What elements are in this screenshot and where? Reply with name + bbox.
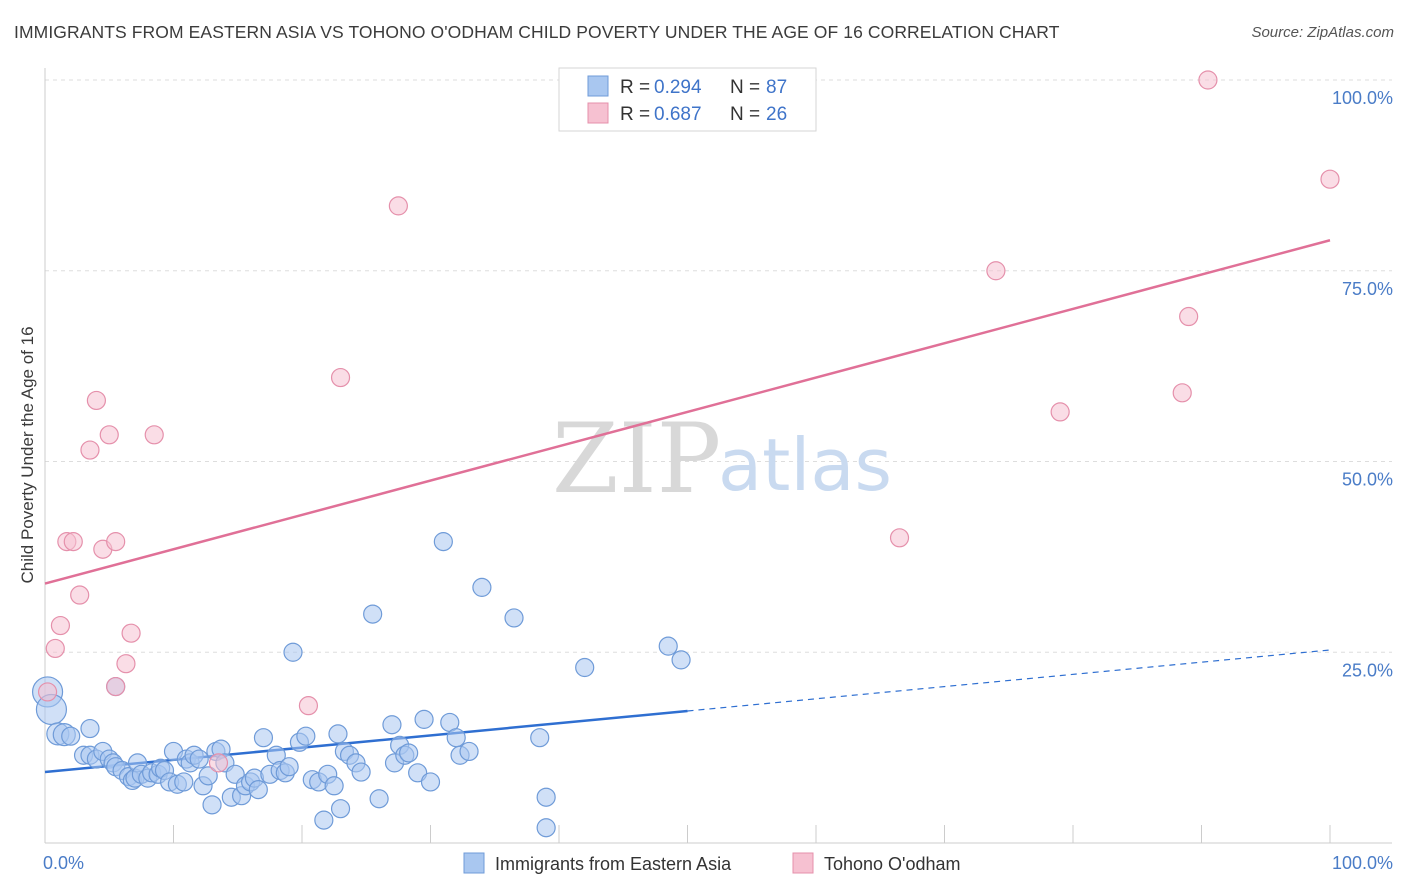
point-immigrants-85 xyxy=(575,657,595,678)
y-tick-label-100: 100.0% xyxy=(1332,88,1393,108)
trend-line-immigrants-extension xyxy=(687,649,1331,712)
legend-swatch-blue xyxy=(587,75,609,97)
point-tohono-20 xyxy=(986,261,1006,281)
legend-n-value-blue: 87 xyxy=(766,77,787,98)
point-immigrants-57 xyxy=(314,810,334,830)
point-immigrants-87 xyxy=(671,650,691,670)
point-immigrants-83 xyxy=(530,728,550,748)
point-immigrants-60 xyxy=(328,724,348,744)
point-tohono-7 xyxy=(86,390,107,411)
point-immigrants-81 xyxy=(472,577,492,597)
point-immigrants-61 xyxy=(330,799,351,819)
trend-line-tohono xyxy=(44,239,1331,585)
x-tick-label-start: 0.0% xyxy=(43,853,84,873)
bottom-legend-swatch-pink xyxy=(792,852,814,874)
point-immigrants-28 xyxy=(174,772,194,792)
point-immigrants-45 xyxy=(248,779,268,800)
bottom-legend-swatch-blue xyxy=(463,852,485,874)
grid-lines xyxy=(45,79,1392,653)
legend-n-label-pink: N = xyxy=(730,104,760,125)
point-immigrants-59 xyxy=(324,776,344,796)
point-immigrants-51 xyxy=(279,757,299,777)
point-immigrants-68 xyxy=(382,715,402,735)
point-tohono-24 xyxy=(1198,70,1218,90)
legend: R = 0.294 N = 87 R = 0.687 N = 26 xyxy=(558,67,817,132)
x-tick-labels: 0.0% 100.0% xyxy=(43,853,1393,873)
point-tohono-17 xyxy=(330,367,351,388)
bottom-legend: Immigrants from Eastern Asia Tohono O'od… xyxy=(463,852,961,874)
y-tick-labels: 25.0% 50.0% 75.0% 100.0% xyxy=(1332,88,1393,680)
legend-n-value-pink: 26 xyxy=(766,104,787,125)
point-immigrants-7 xyxy=(80,718,100,739)
y-tick-label-75: 75.0% xyxy=(1342,279,1393,299)
point-immigrants-78 xyxy=(446,728,466,748)
point-tohono-0 xyxy=(37,682,58,702)
point-tohono-2 xyxy=(50,615,71,636)
point-immigrants-4 xyxy=(61,726,81,746)
point-tohono-22 xyxy=(1172,383,1192,403)
bottom-legend-label-pink: Tohono O'odham xyxy=(824,854,961,874)
point-immigrants-35 xyxy=(202,795,222,815)
point-tohono-6 xyxy=(80,440,100,460)
point-immigrants-80 xyxy=(459,741,479,762)
point-immigrants-32 xyxy=(189,749,209,769)
point-tohono-23 xyxy=(1179,306,1199,327)
legend-r-value-pink: 0.687 xyxy=(654,104,702,125)
point-tohono-15 xyxy=(208,753,229,773)
point-immigrants-67 xyxy=(369,789,389,809)
point-tohono-16 xyxy=(298,696,319,716)
point-immigrants-72 xyxy=(399,743,419,763)
point-tohono-13 xyxy=(121,623,141,643)
watermark-atlas: atlas xyxy=(718,423,892,507)
legend-swatch-pink xyxy=(587,102,609,124)
point-tohono-1 xyxy=(45,638,65,659)
point-immigrants-86 xyxy=(658,636,678,656)
chart-title: IMMIGRANTS FROM EASTERN ASIA VS TOHONO O… xyxy=(14,22,1060,42)
point-immigrants-74 xyxy=(414,709,434,729)
trend-lines xyxy=(44,239,1331,774)
bottom-legend-label-blue: Immigrants from Eastern Asia xyxy=(495,854,732,874)
point-tohono-25 xyxy=(1320,169,1340,189)
point-immigrants-88 xyxy=(536,818,556,838)
point-tohono-21 xyxy=(1050,402,1070,422)
point-tohono-18 xyxy=(388,196,408,216)
watermark-zip: ZIP xyxy=(552,403,721,515)
point-immigrants-76 xyxy=(433,532,453,552)
legend-n-label-blue: N = xyxy=(730,77,760,98)
point-immigrants-66 xyxy=(363,604,383,624)
point-immigrants-82 xyxy=(504,608,524,628)
legend-r-label-pink: R = xyxy=(620,104,650,125)
source-label: Source: ZipAtlas.com xyxy=(1251,24,1394,41)
point-tohono-5 xyxy=(70,585,90,605)
series-immigrants-points xyxy=(31,532,691,838)
point-immigrants-75 xyxy=(420,772,441,792)
point-immigrants-46 xyxy=(253,728,274,748)
y-tick-label-50: 50.0% xyxy=(1342,470,1393,490)
point-tohono-14 xyxy=(144,425,164,445)
y-axis-label: Child Poverty Under the Age of 16 xyxy=(18,326,37,583)
legend-r-value-blue: 0.294 xyxy=(654,77,702,98)
point-tohono-4 xyxy=(63,532,83,552)
point-tohono-19 xyxy=(889,528,910,548)
point-immigrants-34 xyxy=(198,766,218,786)
point-tohono-12 xyxy=(116,654,136,674)
trend-line-immigrants xyxy=(44,709,688,774)
watermark: ZIP atlas xyxy=(552,403,892,515)
y-tick-label-25: 25.0% xyxy=(1342,660,1393,680)
point-immigrants-54 xyxy=(296,726,316,746)
point-immigrants-52 xyxy=(283,642,303,662)
x-tick-label-end: 100.0% xyxy=(1332,853,1393,873)
point-immigrants-84 xyxy=(536,787,556,807)
point-immigrants-65 xyxy=(351,762,371,782)
legend-r-label-blue: R = xyxy=(620,77,650,98)
point-tohono-10 xyxy=(106,532,126,552)
series-tohono-points xyxy=(37,70,1340,773)
point-tohono-11 xyxy=(106,676,126,697)
point-tohono-9 xyxy=(99,425,119,445)
